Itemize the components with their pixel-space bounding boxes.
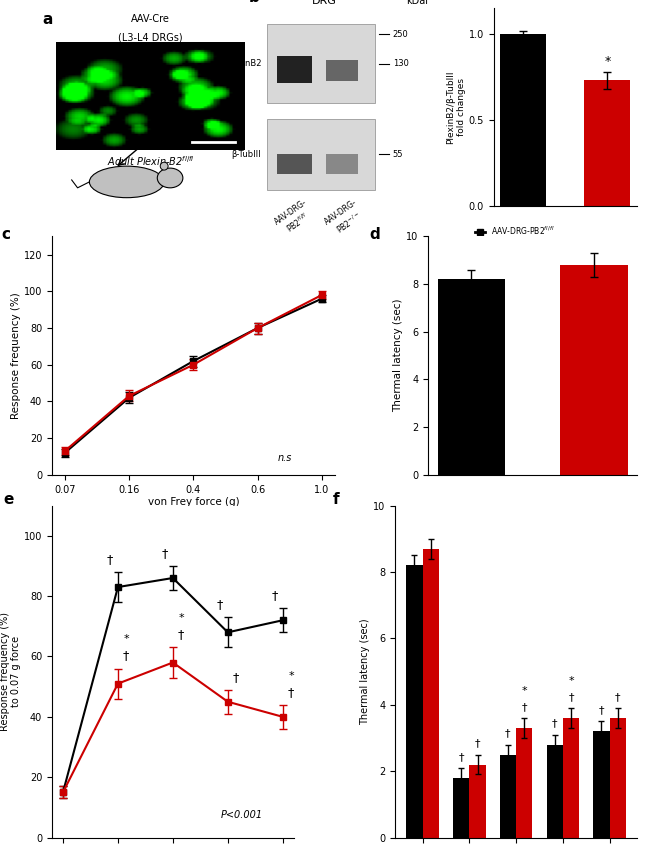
Text: †: † (178, 629, 185, 641)
Text: 55: 55 (393, 150, 403, 159)
Bar (422, 549, 439, 838)
Text: *: * (521, 686, 527, 696)
Bar (563, 718, 579, 838)
Text: e: e (4, 492, 14, 508)
Text: *: * (568, 677, 574, 686)
Text: AAV-Cre: AAV-Cre (131, 14, 170, 25)
Text: 130: 130 (393, 59, 408, 69)
Text: †: † (271, 589, 278, 602)
Text: †: † (615, 692, 621, 702)
Ellipse shape (157, 168, 183, 188)
Text: *: * (604, 56, 610, 69)
X-axis label: von Frey force (g): von Frey force (g) (148, 497, 239, 508)
Text: β-TubIII: β-TubIII (231, 150, 261, 159)
Text: P<0.001: P<0.001 (221, 810, 263, 820)
Ellipse shape (161, 162, 168, 170)
Text: Adult Plexin-B2$^{fl/fl}$: Adult Plexin-B2$^{fl/fl}$ (107, 154, 194, 168)
Text: *: * (124, 634, 129, 645)
Text: kDal: kDal (407, 0, 428, 7)
Y-axis label: Response frequency (%): Response frequency (%) (11, 292, 21, 419)
Text: †: † (458, 752, 464, 762)
Bar (277, 56, 312, 84)
Text: n.s: n.s (278, 453, 292, 463)
Text: †: † (521, 702, 527, 712)
Y-axis label: PlexinB2/β-TubIII
fold changes: PlexinB2/β-TubIII fold changes (447, 70, 466, 144)
Text: *: * (288, 671, 294, 681)
Text: PlexinB2: PlexinB2 (225, 59, 261, 69)
Text: c: c (1, 227, 10, 242)
Text: d: d (370, 227, 380, 242)
Bar (326, 154, 358, 174)
Text: a: a (42, 13, 53, 27)
Bar (406, 565, 422, 838)
Legend: AAV-DRG-PB2$^{fl/fl}$, AAV-DRG-PB2$^{-/-}$: AAV-DRG-PB2$^{fl/fl}$, AAV-DRG-PB2$^{-/-… (52, 518, 150, 553)
Text: †: † (288, 686, 294, 699)
Bar (593, 731, 610, 838)
Y-axis label: Response frequency (%)
to 0.07 g force: Response frequency (%) to 0.07 g force (0, 612, 21, 731)
Text: †: † (216, 598, 223, 611)
Text: †: † (107, 553, 113, 566)
Text: DRG: DRG (312, 0, 337, 7)
Bar (266, 118, 375, 190)
Bar (610, 718, 626, 838)
Text: (L3-L4 DRGs): (L3-L4 DRGs) (118, 32, 183, 42)
Bar (584, 80, 630, 206)
Bar (277, 154, 312, 174)
Text: AAV-DRG-
PB2$^{fl/fl}$: AAV-DRG- PB2$^{fl/fl}$ (272, 198, 317, 239)
Bar (266, 25, 375, 103)
Text: †: † (161, 547, 168, 560)
Bar (547, 744, 563, 838)
Ellipse shape (90, 166, 164, 198)
Text: 250: 250 (393, 30, 408, 39)
Text: †: † (552, 718, 558, 728)
Text: †: † (568, 692, 574, 702)
Legend: AAV-DRG-PB2$^{fl/fl}$, AAV-DRG-PB2$^{-/-}$: AAV-DRG-PB2$^{fl/fl}$, AAV-DRG-PB2$^{-/-… (417, 503, 516, 539)
Bar (437, 279, 505, 475)
Bar (516, 728, 532, 838)
Text: AAV-DRG-
PB2$^{-/-}$: AAV-DRG- PB2$^{-/-}$ (323, 198, 367, 239)
Text: †: † (599, 706, 604, 716)
Bar (469, 765, 486, 838)
Bar (500, 34, 547, 206)
Bar (500, 755, 516, 838)
Y-axis label: Thermal latency (sec): Thermal latency (sec) (393, 299, 403, 412)
Text: †: † (123, 650, 129, 662)
Text: †: † (233, 671, 239, 684)
Text: †: † (505, 728, 511, 739)
Legend: AAV-DRG-PB2$^{fl/fl}$, AAV-DRG-PB2$^{-/-}$: AAV-DRG-PB2$^{fl/fl}$, AAV-DRG-PB2$^{-/-… (473, 222, 560, 256)
Text: b: b (249, 0, 260, 4)
Text: †: † (474, 739, 480, 749)
Text: f: f (332, 492, 339, 508)
Y-axis label: Thermal latency (sec): Thermal latency (sec) (361, 618, 370, 725)
Text: *: * (178, 613, 184, 624)
Bar (453, 777, 469, 838)
Bar (326, 60, 358, 81)
Bar (560, 265, 627, 475)
